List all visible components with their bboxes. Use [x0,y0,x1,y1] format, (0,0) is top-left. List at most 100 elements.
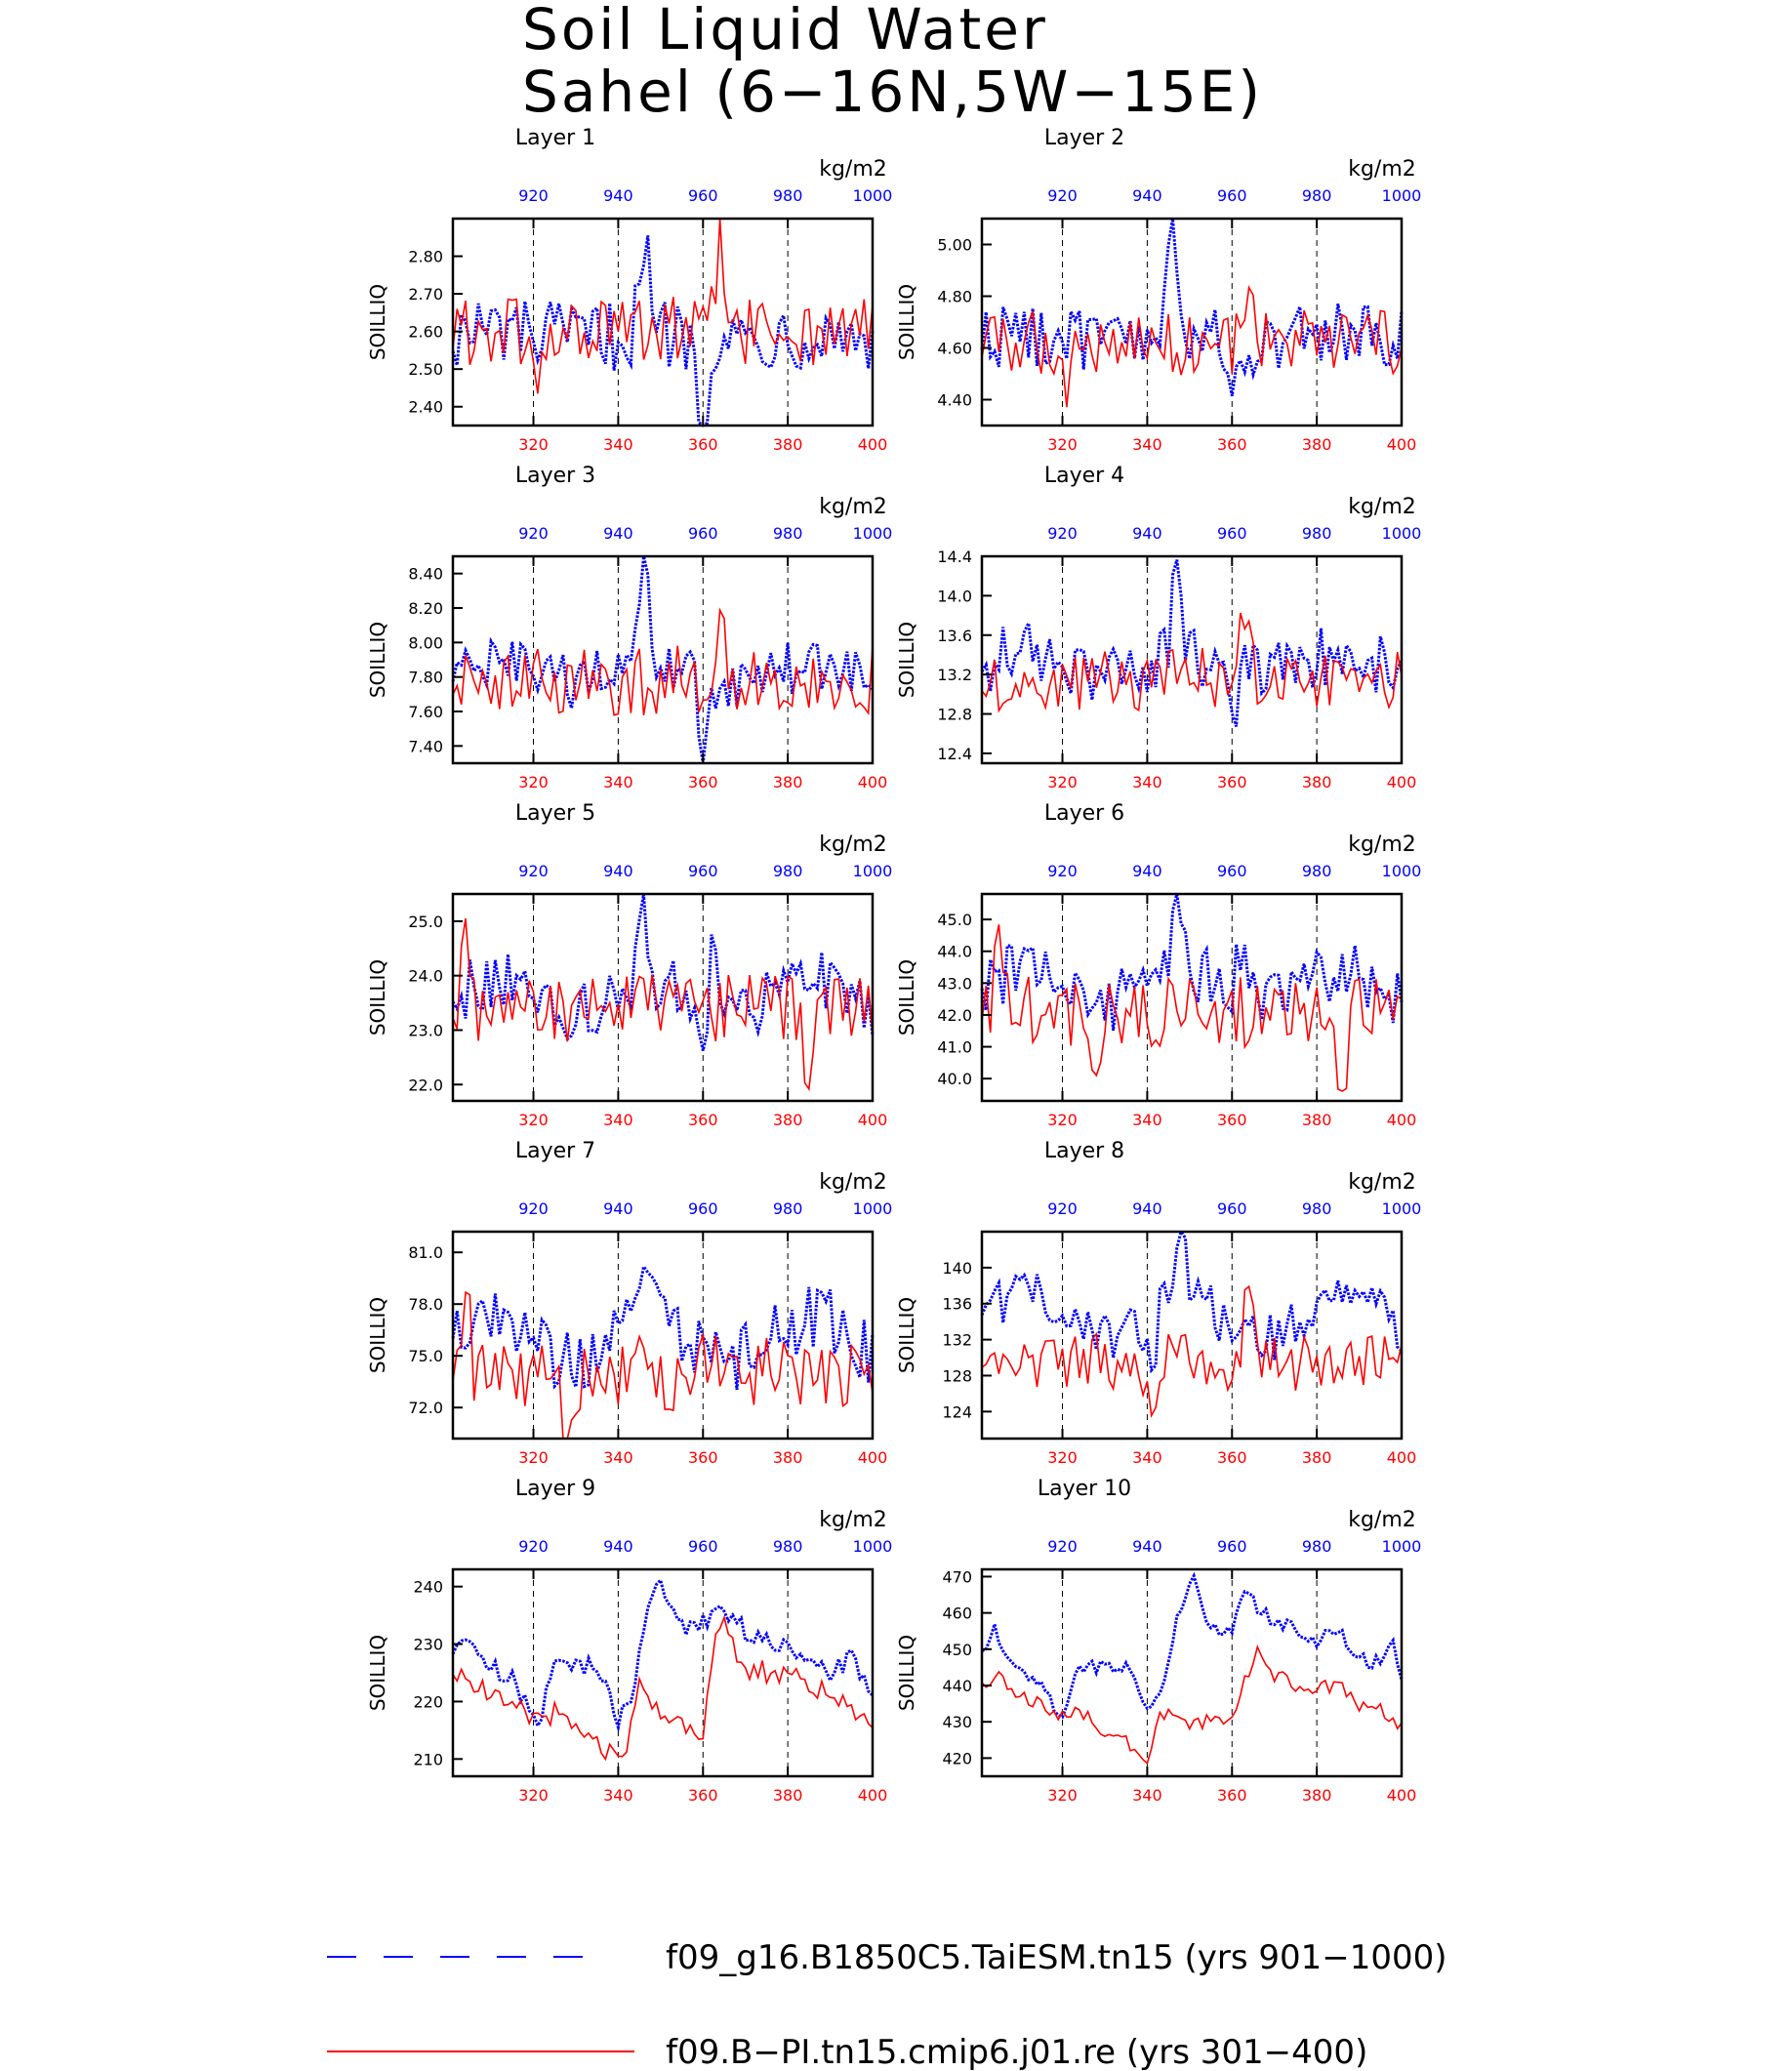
y-tick-label: 78.0 [408,1295,443,1314]
x-tick-label-top: 1000 [1382,524,1422,543]
x-tick-label-top: 960 [688,524,718,543]
y-tick-label: 44.0 [937,943,972,961]
y-tick-label: 210 [413,1750,443,1768]
x-tick-label-bottom: 380 [1302,1786,1332,1805]
x-tick-label-top: 960 [688,186,718,205]
x-tick-label-top: 1000 [853,862,893,880]
x-tick-label-top: 960 [1217,1199,1247,1218]
x-tick-label-top: 960 [1217,1537,1247,1556]
y-axis-label: SOILLIQ [895,1297,918,1373]
y-tick-label: 140 [942,1259,972,1278]
x-tick-label-bottom: 380 [1302,1111,1332,1129]
y-tick-label: 81.0 [408,1243,443,1262]
x-tick-label-top: 920 [1047,862,1078,880]
x-tick-label-top: 980 [1302,1199,1332,1218]
x-tick-label-top: 920 [1047,186,1078,205]
panel-5: Layer 5 kg/m2 22.0 23.0 24.0 25.0 320 340 360 380… [366,801,892,1129]
y-tick-label: 4.40 [937,391,972,410]
y-tick-label: 128 [942,1366,972,1385]
units-label: kg/m2 [819,832,887,857]
panel-title: Layer 5 [515,801,595,826]
x-tick-label-top: 980 [773,1199,803,1218]
y-tick-label: 440 [942,1677,972,1695]
plot-frame [980,554,1404,765]
y-axis-label: SOILLIQ [366,959,389,1036]
y-axis-label: SOILLIQ [895,1635,918,1711]
x-tick-label-top: 940 [603,1537,633,1556]
x-tick-label-top: 960 [688,862,718,880]
y-tick-label: 40.0 [937,1070,972,1088]
plot-frame [980,1230,1404,1441]
units-label: kg/m2 [819,495,887,519]
x-tick-label-bottom: 340 [1132,1111,1162,1129]
x-tick-label-bottom: 360 [1217,1786,1247,1805]
x-tick-label-bottom: 380 [1302,773,1332,792]
y-tick-label: 124 [942,1402,972,1421]
x-tick-label-bottom: 380 [773,1786,803,1805]
y-tick-label: 41.0 [937,1038,972,1057]
x-tick-label-top: 920 [518,1199,549,1218]
x-tick-label-bottom: 320 [518,773,549,792]
x-tick-label-bottom: 320 [1047,1786,1078,1805]
x-tick-label-top: 1000 [853,186,893,205]
plot-frame [451,217,875,427]
panel-title: Layer 7 [515,1139,595,1163]
x-tick-label-top: 960 [1217,862,1247,880]
x-tick-label-top: 920 [1047,1199,1078,1218]
x-tick-label-top: 960 [1217,524,1247,543]
x-tick-label-top: 940 [1132,524,1162,543]
x-tick-label-bottom: 400 [858,435,888,454]
x-tick-label-top: 940 [1132,186,1162,205]
series-line-taiesm [451,893,875,1051]
x-tick-label-top: 960 [1217,186,1247,205]
y-tick-label: 2.50 [408,360,443,379]
x-tick-label-bottom: 360 [688,435,718,454]
x-tick-label-top: 980 [773,1537,803,1556]
x-tick-label-bottom: 340 [1132,1448,1162,1467]
panel-2: Layer 2 kg/m2 4.40 4.60 4.80 5.00 320 340 360 380… [895,126,1421,454]
y-tick-label: 13.2 [937,666,972,684]
panel-3: Layer 3 kg/m2 7.40 7.60 7.80 8.00 8.20 8.40 320 3… [366,464,892,792]
x-tick-label-bottom: 380 [1302,1448,1332,1467]
series-line-taiesm [980,893,1404,1032]
panel-title: Layer 1 [515,126,595,150]
y-tick-label: 14.0 [937,587,972,605]
x-tick-label-bottom: 320 [518,1111,549,1129]
series-line-cmip6 [981,924,1403,1092]
x-tick-label-top: 980 [1302,1537,1332,1556]
x-tick-label-bottom: 400 [858,1448,888,1467]
units-label: kg/m2 [819,1170,887,1195]
x-tick-label-top: 940 [603,1199,633,1218]
x-tick-label-bottom: 340 [603,1786,633,1805]
panel-1: Layer 1 kg/m2 2.40 2.50 2.60 2.70 2.80 320 340 36… [366,126,892,454]
x-tick-label-bottom: 340 [603,1111,633,1129]
y-tick-label: 13.6 [937,627,972,645]
panel-6: Layer 6 kg/m2 40.0 41.0 42.0 43.0 44.0 45.0 320 3… [895,801,1421,1129]
x-tick-label-top: 940 [1132,1537,1162,1556]
y-tick-label: 72.0 [408,1399,443,1417]
panel-title: Layer 3 [515,464,595,488]
x-tick-label-bottom: 340 [603,435,633,454]
x-tick-label-bottom: 360 [1217,1111,1247,1129]
y-tick-label: 8.00 [408,633,443,652]
y-tick-label: 8.40 [408,565,443,584]
x-tick-label-top: 1000 [1382,186,1422,205]
x-tick-label-bottom: 340 [603,773,633,792]
units-label: kg/m2 [1348,1170,1416,1195]
panel-10: Layer 10 kg/m2 420 430 440 450 460 470 320 340 360… [895,1477,1421,1805]
x-tick-label-bottom: 360 [1217,1448,1247,1467]
panel-9: Layer 9 kg/m2 210 220 230 240 320 340 360 380 400 9… [366,1477,892,1805]
series-line-taiesm [451,235,875,427]
series-line-taiesm [451,555,875,764]
y-tick-label: 2.60 [408,323,443,342]
panel-title: Layer 2 [1044,126,1124,150]
x-tick-label-bottom: 320 [518,1448,549,1467]
x-tick-label-bottom: 400 [1387,1448,1417,1467]
y-tick-label: 136 [942,1295,972,1314]
x-tick-label-top: 1000 [853,1537,893,1556]
y-tick-label: 430 [942,1713,972,1731]
series-line-cmip6 [981,612,1403,713]
x-tick-label-bottom: 360 [688,1111,718,1129]
x-tick-label-bottom: 400 [1387,1111,1417,1129]
